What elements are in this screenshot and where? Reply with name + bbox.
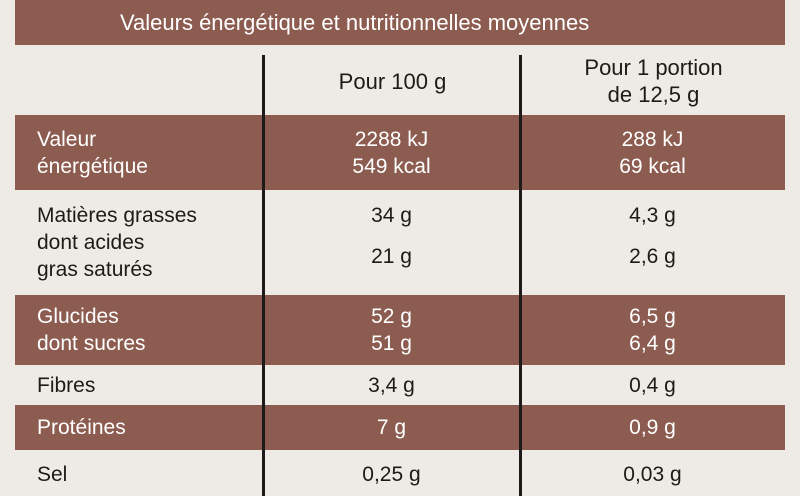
column-divider xyxy=(262,55,265,496)
row-label: dont sucres xyxy=(15,330,263,357)
cell-line: Matières grasses xyxy=(37,204,197,227)
value-cell: 288 kJ 69 kcal xyxy=(520,126,785,180)
table-row: Matières grasses 34 g 4,3 g xyxy=(15,202,785,229)
cell-line: dont acides xyxy=(37,231,145,254)
cell-line: 6,4 g xyxy=(629,332,676,355)
row-label: Protéines xyxy=(15,414,263,441)
row-label: dont acides gras saturés xyxy=(15,229,263,283)
table-title: Valeurs énergétique et nutritionnelles m… xyxy=(15,0,785,45)
column-header: Pour 1 portion de 12,5 g xyxy=(522,50,785,112)
value-cell: 34 g xyxy=(263,202,520,229)
row-label: Valeur énergétique xyxy=(15,126,263,180)
row-group: Fibres 3,4 g 0,4 g xyxy=(15,370,785,401)
value-cell: 6,4 g xyxy=(520,330,785,357)
value-cell: 0,03 g xyxy=(520,461,785,488)
value-cell: 21 g xyxy=(263,243,520,270)
value-cell: 2,6 g xyxy=(520,243,785,270)
cell-line: 6,5 g xyxy=(629,305,676,328)
cell-line: 34 g xyxy=(371,204,412,227)
cell-line: Sel xyxy=(37,462,68,486)
value-cell: 3,4 g xyxy=(263,372,520,399)
table-row: Valeur énergétique 2288 kJ 549 kcal 288 kJ 69… xyxy=(15,126,785,180)
value-cell: 6,5 g xyxy=(520,303,785,330)
row-label: Matières grasses xyxy=(15,202,263,229)
cell-line: Protéines xyxy=(37,416,126,439)
table-row: Glucides 52 g 6,5 g xyxy=(15,303,785,330)
cell-line: 69 kcal xyxy=(619,154,686,178)
value-cell: 51 g xyxy=(263,330,520,357)
row-group: Matières grasses 34 g 4,3 g dont acides gras… xyxy=(15,195,785,290)
value-cell: 0,4 g xyxy=(520,372,785,399)
table-row: Fibres 3,4 g 0,4 g xyxy=(15,372,785,399)
cell-line: 7 g xyxy=(376,416,407,439)
cell-line: 2288 kJ xyxy=(354,127,429,151)
cell-line: 2,6 g xyxy=(629,244,676,268)
cell-line: 3,4 g xyxy=(368,374,415,397)
value-cell: 2288 kJ 549 kcal xyxy=(263,126,520,180)
cell-line: gras saturés xyxy=(37,258,153,281)
cell-line: 0,25 g xyxy=(362,462,421,486)
header-line: Pour 100 g xyxy=(338,68,447,94)
header-line: Pour 1 portion xyxy=(584,55,723,80)
row-label: Glucides xyxy=(15,303,263,330)
value-cell: 7 g xyxy=(263,414,520,441)
cell-line: 0,4 g xyxy=(629,374,676,397)
row-group: Sel 0,25 g 0,03 g xyxy=(15,455,785,493)
cell-line: 549 kcal xyxy=(352,154,431,178)
column-header: Pour 100 g xyxy=(265,50,520,112)
row-label: Fibres xyxy=(15,372,263,399)
value-cell: 0,25 g xyxy=(263,461,520,488)
table-row: Sel 0,25 g 0,03 g xyxy=(15,461,785,488)
header-line: de 12,5 g xyxy=(607,82,700,107)
row-group: Glucides 52 g 6,5 g dont sucres 51 g 6,4 g xyxy=(15,295,785,365)
cell-line: 4,3 g xyxy=(629,204,676,227)
cell-line: 52 g xyxy=(371,305,412,328)
cell-line: Valeur xyxy=(37,127,97,151)
table-row: Protéines 7 g 0,9 g xyxy=(15,414,785,441)
cell-line: énergétique xyxy=(37,154,148,178)
cell-line: Fibres xyxy=(37,374,96,397)
row-group: Protéines 7 g 0,9 g xyxy=(15,405,785,450)
cell-line: 51 g xyxy=(371,332,412,355)
value-cell: 52 g xyxy=(263,303,520,330)
cell-line: 288 kJ xyxy=(621,127,684,151)
cell-line: 0,9 g xyxy=(629,416,676,439)
table-row: dont sucres 51 g 6,4 g xyxy=(15,330,785,357)
row-group: Valeur énergétique 2288 kJ 549 kcal 288 kJ 69… xyxy=(15,115,785,190)
table-row: dont acides gras saturés 21 g 2,6 g xyxy=(15,229,785,283)
cell-line: 0,03 g xyxy=(623,462,682,486)
value-cell: 0,9 g xyxy=(520,414,785,441)
row-label: Sel xyxy=(15,461,263,488)
column-divider xyxy=(519,55,522,496)
cell-line: dont sucres xyxy=(37,332,146,355)
value-cell: 4,3 g xyxy=(520,202,785,229)
cell-line: Glucides xyxy=(37,305,119,328)
cell-line: 21 g xyxy=(371,244,412,268)
